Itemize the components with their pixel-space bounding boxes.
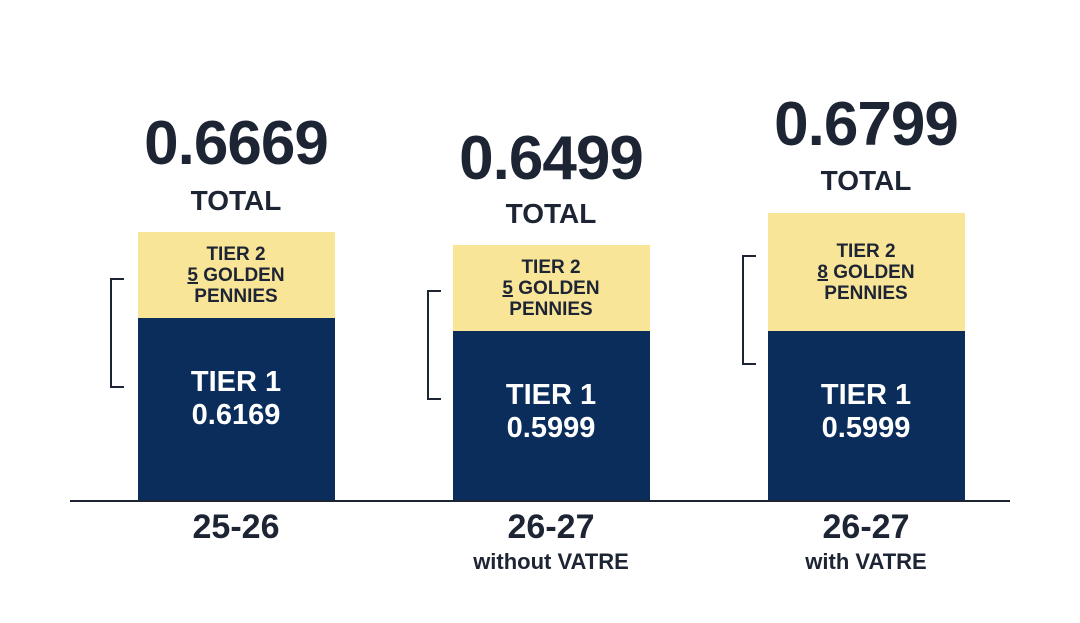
bracket <box>110 278 124 388</box>
pennies-count: 5 <box>502 277 513 299</box>
total-value: 0.6499 <box>459 124 644 193</box>
category-subtitle: without VATRE <box>473 549 629 574</box>
total-label: TOTAL <box>820 165 912 196</box>
total-label: TOTAL <box>190 185 282 216</box>
category-label: 25-26 <box>192 508 280 546</box>
tier1-value: 0.5999 <box>506 412 596 444</box>
tier2-label: TIER 2 <box>521 256 581 278</box>
category-label: 26-27 <box>822 508 910 546</box>
bracket <box>427 290 441 400</box>
tier1-label: TIER 1 <box>190 366 282 398</box>
total-value: 0.6669 <box>144 109 329 178</box>
category-subtitle: with VATRE <box>805 549 927 574</box>
tier2-pennies: 5 GOLDEN PENNIES <box>486 278 616 320</box>
pennies-unit: GOLDEN PENNIES <box>824 261 915 304</box>
tier2-pennies: 5 GOLDEN PENNIES <box>171 265 301 307</box>
baseline <box>70 500 1010 502</box>
pennies-count: 5 <box>187 264 198 286</box>
tier1-block: TIER 1 0.5999 <box>452 331 650 500</box>
bracket <box>742 255 756 365</box>
pennies-unit: GOLDEN PENNIES <box>509 277 600 320</box>
pennies-unit: GOLDEN PENNIES <box>194 264 285 307</box>
tier1-label: TIER 1 <box>820 379 912 411</box>
total-label: TOTAL <box>505 198 597 229</box>
tier1-block: TIER 1 0.6169 <box>137 318 335 500</box>
tier1-value: 0.5999 <box>821 412 911 444</box>
tier2-label: TIER 2 <box>206 243 266 265</box>
tier2-pennies: 8 GOLDEN PENNIES <box>801 262 931 304</box>
category-label: 26-27 <box>507 508 595 546</box>
total-value: 0.6799 <box>774 90 959 159</box>
tier2-label: TIER 2 <box>836 240 896 262</box>
pennies-count: 8 <box>817 261 828 283</box>
tier1-label: TIER 1 <box>505 379 597 411</box>
tier1-block: TIER 1 0.5999 <box>767 331 965 500</box>
tier1-value: 0.6169 <box>191 399 281 431</box>
